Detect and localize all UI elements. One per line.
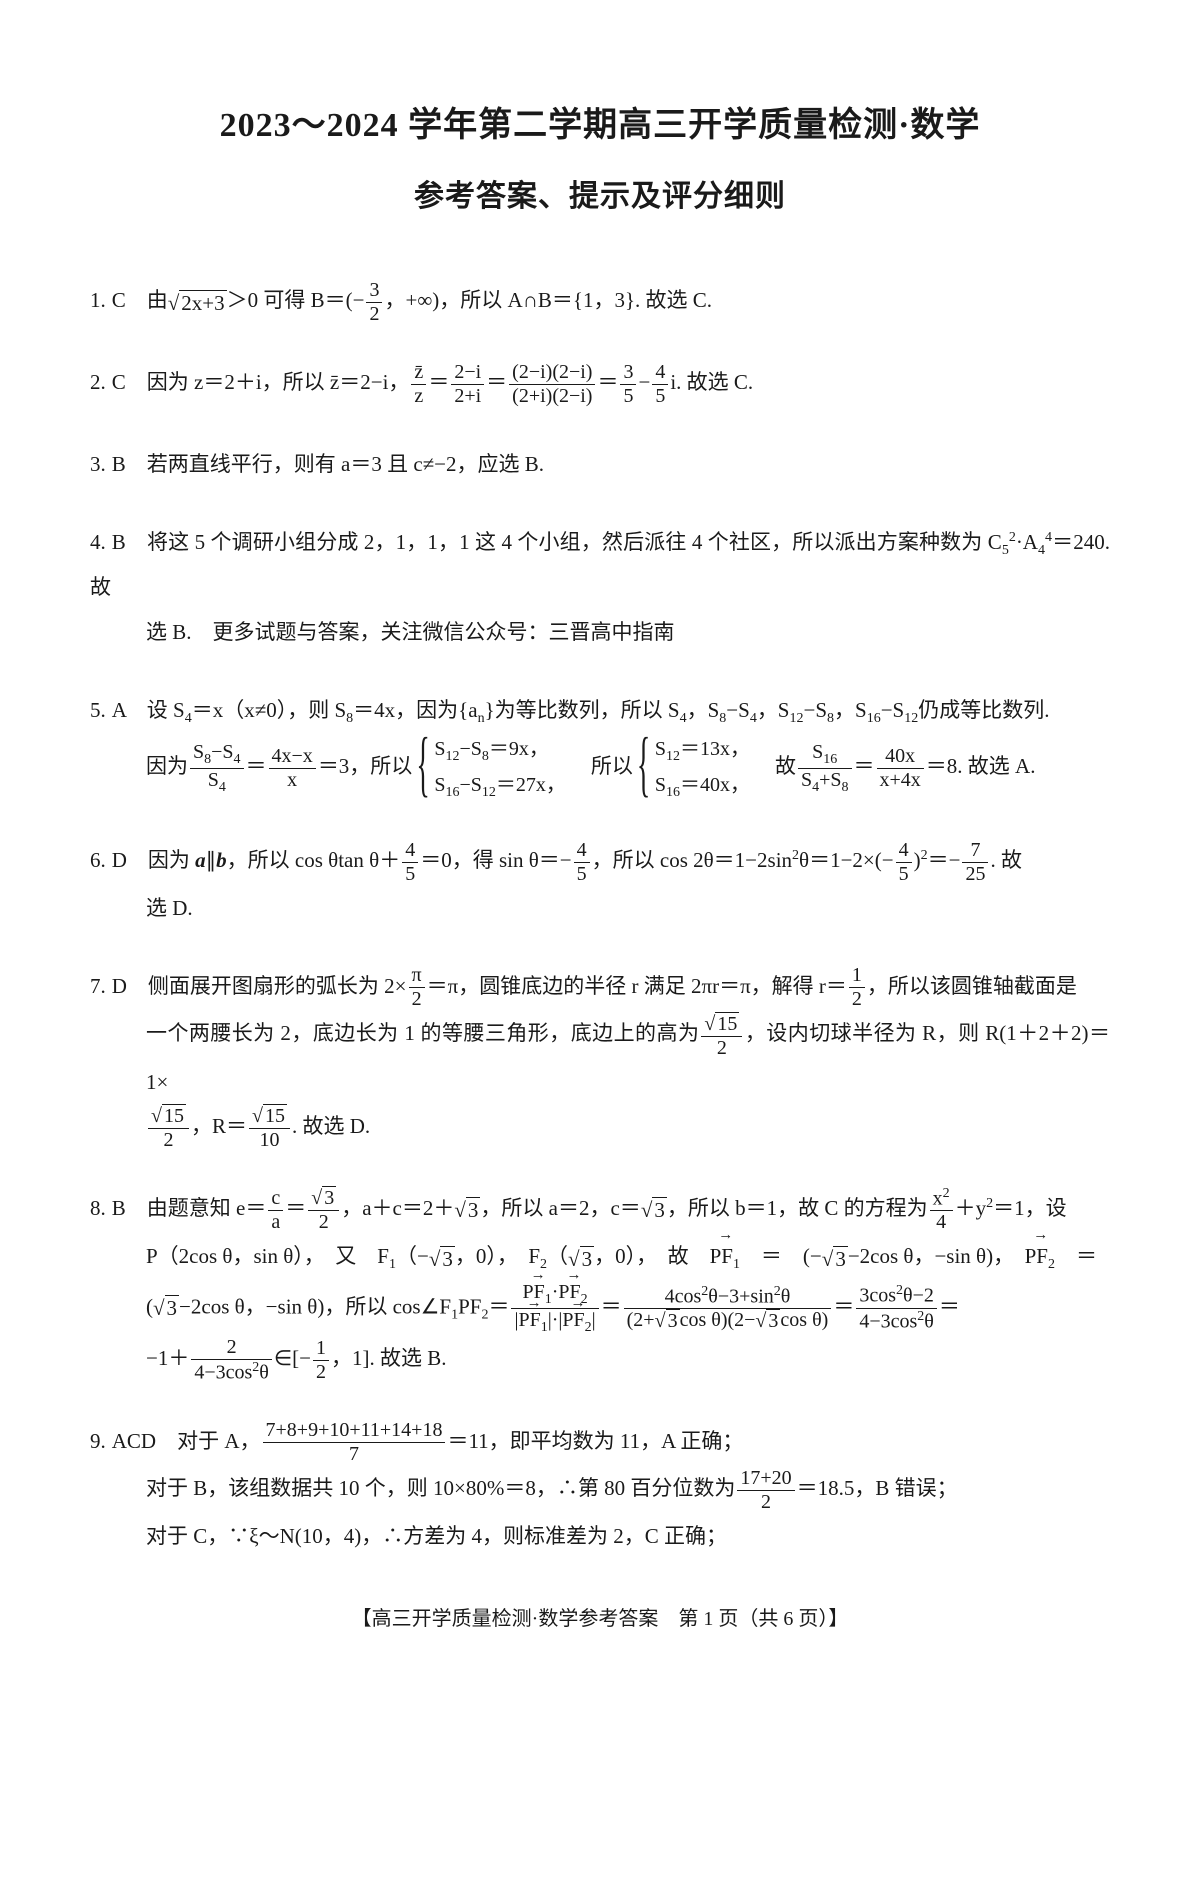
solution-line: P（2cos θ，sin θ）， 又 F1（−√3，0）， F2（√3，0）， … bbox=[90, 1234, 1110, 1280]
question-number: 3. bbox=[90, 452, 106, 476]
question-number: 8. bbox=[90, 1196, 106, 1220]
question-item: 3.B 若两直线平行，则有 a＝3 且 c≠−2，应选 B. bbox=[90, 442, 1110, 486]
solution-line: 因为 a∥b，所以 cos θtan θ＋45＝0，得 sin θ＝−45，所以… bbox=[148, 848, 1022, 872]
solution-line: 由题意知 e＝ca＝√32，a＋c＝2＋√3，所以 a＝2，c＝√3，所以 b＝… bbox=[147, 1196, 1067, 1220]
title-block: 2023～2024 学年第二学期高三开学质量检测·数学 参考答案、提示及评分细则 bbox=[90, 90, 1110, 228]
solution-line: (√3−2cos θ，−sin θ)，所以 cos∠F1PF2＝PF1·PF2|… bbox=[90, 1281, 1110, 1336]
question-item: 8.B 由题意知 e＝ca＝√32，a＋c＝2＋√3，所以 a＝2，c＝√3，所… bbox=[90, 1186, 1110, 1385]
solution-line: 因为 z＝2＋i，所以 z̄＝2−i，z̄z＝2−i2+i＝(2−i)(2−i)… bbox=[147, 370, 753, 394]
question-number: 2. bbox=[90, 370, 106, 394]
solution-line: √152，R＝√1510. 故选 D. bbox=[90, 1104, 1110, 1152]
answer-letter: D bbox=[112, 974, 127, 998]
answer-letter: C bbox=[112, 288, 126, 312]
answer-letter: B bbox=[112, 1196, 126, 1220]
question-item: 2.C 因为 z＝2＋i，所以 z̄＝2−i，z̄z＝2−i2+i＝(2−i)(… bbox=[90, 360, 1110, 408]
solution-line: −1＋24−3cos2θ∈[−12，1]. 故选 B. bbox=[90, 1336, 1110, 1385]
question-number: 5. bbox=[90, 698, 106, 722]
answer-letter: ACD bbox=[112, 1429, 156, 1453]
question-item: 9.ACD 对于 A，7+8+9+10+11+14+187＝11，即平均数为 1… bbox=[90, 1419, 1110, 1558]
answer-letter: A bbox=[112, 698, 126, 722]
answer-letter: B bbox=[112, 530, 126, 554]
title-line-2: 参考答案、提示及评分细则 bbox=[90, 165, 1110, 228]
solution-line: 设 S4＝x（x≠0），则 S8＝4x，因为{an}为等比数列，所以 S4，S8… bbox=[147, 698, 1050, 722]
solution-line: 选 B. 更多试题与答案，关注微信公众号：三晋高中指南 bbox=[90, 610, 1110, 654]
question-number: 1. bbox=[90, 288, 106, 312]
title-line-1: 2023～2024 学年第二学期高三开学质量检测·数学 bbox=[90, 90, 1110, 161]
question-item: 7.D 侧面展开图扇形的弧长为 2×π2＝π，圆锥底边的半径 r 满足 2πr＝… bbox=[90, 964, 1110, 1152]
answer-letter: B bbox=[112, 452, 126, 476]
solution-line: 因为S8−S4S4＝4x−xx＝3，所以S12−S8＝9x，S16−S12＝27… bbox=[90, 733, 1110, 804]
solution-line: 对于 C，∵ξ～N(10，4)，∴方差为 4，则标准差为 2，C 正确； bbox=[90, 1514, 1110, 1558]
question-number: 6. bbox=[90, 848, 106, 872]
question-item: 4.B 将这 5 个调研小组分成 2，1，1，1 这 4 个小组，然后派往 4 … bbox=[90, 520, 1110, 654]
questions-container: 1.C 由√2x+3＞0 可得 B＝(−32，+∞)，所以 A∩B＝{1，3}.… bbox=[90, 278, 1110, 1558]
solution-line: 将这 5 个调研小组分成 2，1，1，1 这 4 个小组，然后派往 4 个社区，… bbox=[90, 530, 1110, 600]
question-number: 4. bbox=[90, 530, 106, 554]
solution-line: 选 D. bbox=[90, 886, 1110, 930]
question-item: 6.D 因为 a∥b，所以 cos θtan θ＋45＝0，得 sin θ＝−4… bbox=[90, 838, 1110, 930]
answer-letter: C bbox=[112, 370, 126, 394]
solution-line: 若两直线平行，则有 a＝3 且 c≠−2，应选 B. bbox=[147, 452, 544, 476]
solution-line: 侧面展开图扇形的弧长为 2×π2＝π，圆锥底边的半径 r 满足 2πr＝π，解得… bbox=[148, 974, 1077, 998]
solution-line: 由√2x+3＞0 可得 B＝(−32，+∞)，所以 A∩B＝{1，3}. 故选 … bbox=[147, 288, 712, 312]
question-item: 5.A 设 S4＝x（x≠0），则 S8＝4x，因为{an}为等比数列，所以 S… bbox=[90, 688, 1110, 804]
solution-line: 一个两腰长为 2，底边长为 1 的等腰三角形，底边上的高为√152，设内切球半径… bbox=[90, 1011, 1110, 1103]
answer-letter: D bbox=[112, 848, 127, 872]
solution-line: 对于 A，7+8+9+10+11+14+187＝11，即平均数为 11，A 正确… bbox=[177, 1429, 743, 1453]
question-number: 7. bbox=[90, 974, 106, 998]
question-number: 9. bbox=[90, 1429, 106, 1453]
solution-line: 对于 B，该组数据共 10 个，则 10×80%＝8，∴第 80 百分位数为17… bbox=[90, 1466, 1110, 1514]
page-footer: 【高三开学质量检测·数学参考答案 第 1 页（共 6 页）】 bbox=[90, 1598, 1110, 1640]
question-item: 1.C 由√2x+3＞0 可得 B＝(−32，+∞)，所以 A∩B＝{1，3}.… bbox=[90, 278, 1110, 326]
